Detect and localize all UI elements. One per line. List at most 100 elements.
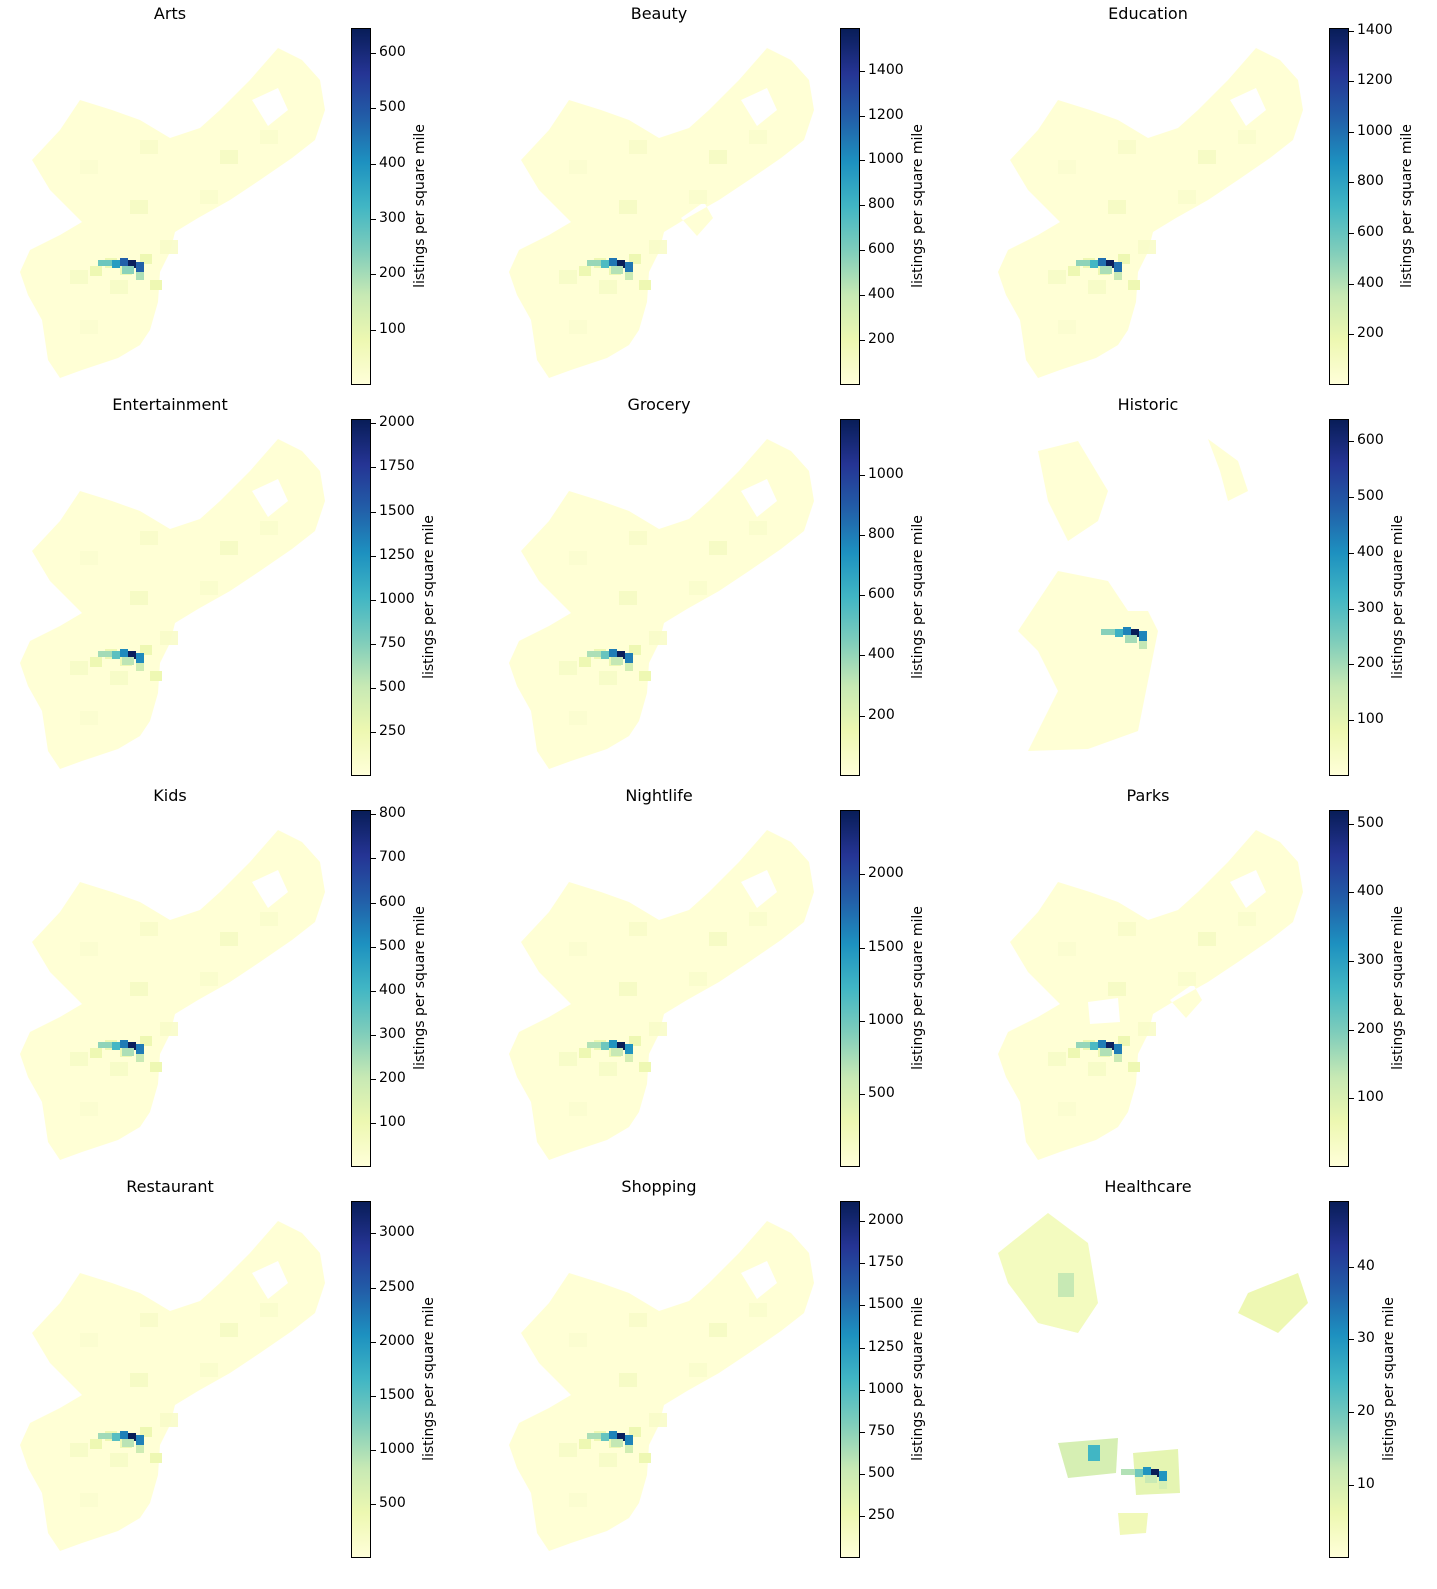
colorbar-tick-mark xyxy=(371,1288,376,1289)
colorbar-tick-label: 300 xyxy=(1357,952,1384,968)
colorbar-tick-label: 400 xyxy=(868,286,895,302)
hotspot-cell xyxy=(128,260,136,268)
map-panel: Parks 100 200 300 400 500 listings per square … xyxy=(978,782,1437,1173)
hotspot-cell xyxy=(1135,1469,1143,1477)
colorbar-tick-mark xyxy=(860,1474,865,1475)
panel-title: Parks xyxy=(1126,786,1170,805)
hotspot-cell xyxy=(128,1042,136,1050)
district-cell xyxy=(1048,270,1066,284)
colorbar-tick-label: 1200 xyxy=(868,107,904,123)
colorbar-tick-mark xyxy=(1349,664,1354,665)
colorbar-tick-label: 3000 xyxy=(379,1224,415,1240)
colorbar-tick-mark xyxy=(860,340,865,341)
district-cell xyxy=(709,1323,727,1337)
map-panel: Restaurant 500 1000 1500 2000 2500 3000 listing… xyxy=(0,1173,479,1564)
colorbar-tick-mark xyxy=(371,814,376,815)
district-cell xyxy=(130,200,148,214)
colorbar-tick-label: 1500 xyxy=(379,503,415,519)
colorbar-tick-label: 500 xyxy=(379,938,406,954)
colorbar-tick-label: 30 xyxy=(1357,1330,1375,1346)
colorbar-tick-label: 2000 xyxy=(868,865,904,881)
district-cell xyxy=(200,1363,218,1377)
colorbar-tick-label: 100 xyxy=(379,1114,406,1130)
panel-title: Grocery xyxy=(627,395,691,414)
colorbar-tick-label: 100 xyxy=(1357,711,1384,727)
district-cell xyxy=(1058,160,1076,174)
district-cell xyxy=(749,912,767,926)
colorbar-tick-mark xyxy=(371,1450,376,1451)
choropleth-map xyxy=(509,830,814,1160)
hotspot-cell xyxy=(98,260,112,266)
region-north xyxy=(1038,441,1108,541)
colorbar-tick-label: 400 xyxy=(379,982,406,998)
colorbar-tick-mark xyxy=(1349,609,1354,610)
hotspot-cell xyxy=(609,258,617,266)
colorbar-tick-label: 400 xyxy=(1357,883,1384,899)
district-cell xyxy=(1238,130,1256,144)
colorbar-tick-mark xyxy=(371,53,376,54)
colorbar-tick-label: 400 xyxy=(1357,544,1384,560)
district-cell xyxy=(709,150,727,164)
district-cell xyxy=(569,160,587,174)
district-cell xyxy=(90,1048,102,1058)
hotspot-cell xyxy=(1115,629,1123,637)
district-cell xyxy=(140,1036,152,1046)
district-cell xyxy=(629,254,641,264)
colorbar-tick-mark xyxy=(860,655,865,656)
district-cell xyxy=(1068,266,1080,276)
hotspot-cell xyxy=(609,649,617,657)
colorbar-tick-label: 200 xyxy=(868,707,895,723)
city-region xyxy=(20,48,325,378)
district-cell xyxy=(599,1062,617,1076)
colorbar-tick-label: 1000 xyxy=(379,591,415,607)
district-cell xyxy=(110,671,128,685)
map-panel: Historic 100 200 300 400 500 600 listings per s… xyxy=(978,391,1437,782)
colorbar-tick-mark xyxy=(371,1079,376,1080)
colorbar-tick-mark xyxy=(1349,182,1354,183)
choropleth-map xyxy=(998,1213,1308,1535)
city-region xyxy=(998,48,1303,378)
colorbar xyxy=(840,1201,860,1558)
map-panel: Beauty 200 400 600 800 1000 1200 1400 listings p… xyxy=(489,0,968,391)
colorbar-tick-mark xyxy=(860,205,865,206)
colorbar-tick-mark xyxy=(371,274,376,275)
hotspot-cell xyxy=(601,260,609,268)
hotspot-cell xyxy=(112,1433,120,1441)
district-cell xyxy=(160,1022,178,1036)
colorbar xyxy=(351,810,371,1167)
district-cell xyxy=(140,531,158,545)
colorbar-tick-label: 200 xyxy=(868,331,895,347)
district-cell xyxy=(90,657,102,667)
panel-title: Education xyxy=(1108,4,1188,23)
district-cell xyxy=(140,922,158,936)
colorbar-tick-label: 600 xyxy=(868,241,895,257)
colorbar-label: listings per square mile xyxy=(1390,514,1406,679)
district-cell xyxy=(70,1443,88,1457)
city-region xyxy=(509,1221,814,1551)
panel-title: Restaurant xyxy=(126,1177,214,1196)
hotspot-cell xyxy=(1121,1469,1135,1475)
region-northeast xyxy=(1208,439,1248,501)
hotspot-cell xyxy=(1159,1481,1167,1489)
colorbar-tick-label: 500 xyxy=(868,1465,895,1481)
colorbar-tick-mark xyxy=(1349,81,1354,82)
district-cell xyxy=(709,932,727,946)
district-cell xyxy=(629,1427,641,1437)
district-cell xyxy=(1058,942,1076,956)
colorbar xyxy=(351,28,371,385)
district-cell xyxy=(1088,1062,1106,1076)
hotspot-cell xyxy=(617,1433,625,1441)
colorbar-tick-label: 1500 xyxy=(379,1387,415,1403)
colorbar-tick-label: 2000 xyxy=(868,1212,904,1228)
hotspot-cell xyxy=(1098,1040,1106,1048)
colorbar-tick-label: 500 xyxy=(1357,488,1384,504)
district-cell xyxy=(150,280,162,290)
district-cell xyxy=(569,1333,587,1347)
hotspot-cell xyxy=(136,1445,144,1453)
hotspot-cell xyxy=(1145,1475,1157,1483)
panel-title: Kids xyxy=(153,786,187,805)
district-cell xyxy=(569,551,587,565)
hotspot-cell xyxy=(1143,1467,1151,1475)
colorbar-tick-mark xyxy=(1349,1267,1354,1268)
